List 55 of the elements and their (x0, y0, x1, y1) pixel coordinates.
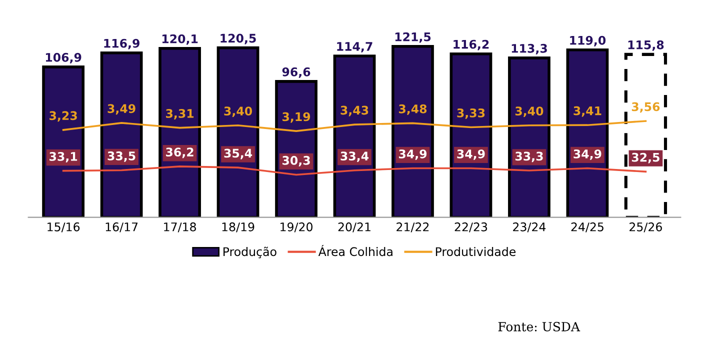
data-label: 34,9 (398, 149, 427, 160)
x-tick-label: 19/20 (280, 222, 312, 232)
bar (42, 66, 84, 218)
data-label: 3,40 (515, 106, 544, 118)
bar (508, 56, 550, 218)
data-label: 3,19 (282, 112, 310, 123)
data-label: 121,5 (395, 32, 431, 43)
data-label: 33,5 (108, 151, 136, 162)
x-tick-label: 25/26 (630, 222, 662, 232)
x-tick-label: 21/22 (396, 222, 429, 232)
data-label: 3,56 (632, 102, 660, 113)
bar (392, 45, 434, 218)
data-label: 33,3 (515, 152, 543, 162)
data-label: 116,9 (104, 38, 140, 50)
x-tick-label: 17/18 (164, 222, 196, 232)
bar (450, 52, 492, 218)
data-label: 33,4 (340, 152, 369, 162)
x-tick-label: 18/19 (222, 222, 254, 232)
data-label: 3,40 (224, 106, 252, 118)
data-label: 3,23 (50, 111, 77, 122)
data-label: 120,5 (220, 34, 256, 44)
data-label: 3,33 (457, 108, 485, 119)
x-tick-label: 23/24 (513, 222, 546, 232)
bar (566, 48, 609, 218)
data-label: 34,9 (457, 149, 485, 160)
legend-label: Produção (224, 246, 276, 258)
legend-label: Produtividade (436, 246, 516, 256)
data-label: 34,9 (574, 149, 602, 160)
x-tick-label: 15/16 (48, 222, 80, 232)
data-label: 96,6 (282, 67, 310, 78)
data-label: 36,2 (166, 148, 194, 158)
data-label: 115,8 (628, 40, 664, 51)
data-label: 3,31 (166, 109, 194, 120)
x-tick-label: 22/23 (454, 222, 488, 232)
data-label: 113,3 (512, 44, 547, 54)
data-label: 30,3 (282, 156, 310, 166)
data-label: 114,7 (337, 42, 372, 52)
source-note: Fonte: USDA (498, 322, 580, 332)
bar (333, 54, 376, 218)
data-label: 106,9 (46, 52, 82, 64)
data-label: 3,49 (108, 104, 136, 115)
data-label: 3,48 (398, 104, 427, 115)
data-label: 32,5 (632, 152, 660, 164)
data-label: 119,0 (570, 36, 606, 46)
x-tick-label: 24/25 (571, 222, 604, 232)
data-label: 120,1 (162, 34, 198, 45)
data-label: 116,2 (454, 40, 489, 50)
x-tick-label: 20/21 (338, 222, 370, 232)
legend-label: Área Colhida (318, 245, 392, 256)
data-label: 35,4 (224, 148, 252, 160)
data-label: 3,41 (574, 106, 602, 117)
data-label: 33,1 (50, 152, 78, 162)
x-tick-label: 16/17 (106, 222, 138, 232)
data-label: 3,43 (340, 106, 368, 116)
bar (158, 46, 201, 218)
